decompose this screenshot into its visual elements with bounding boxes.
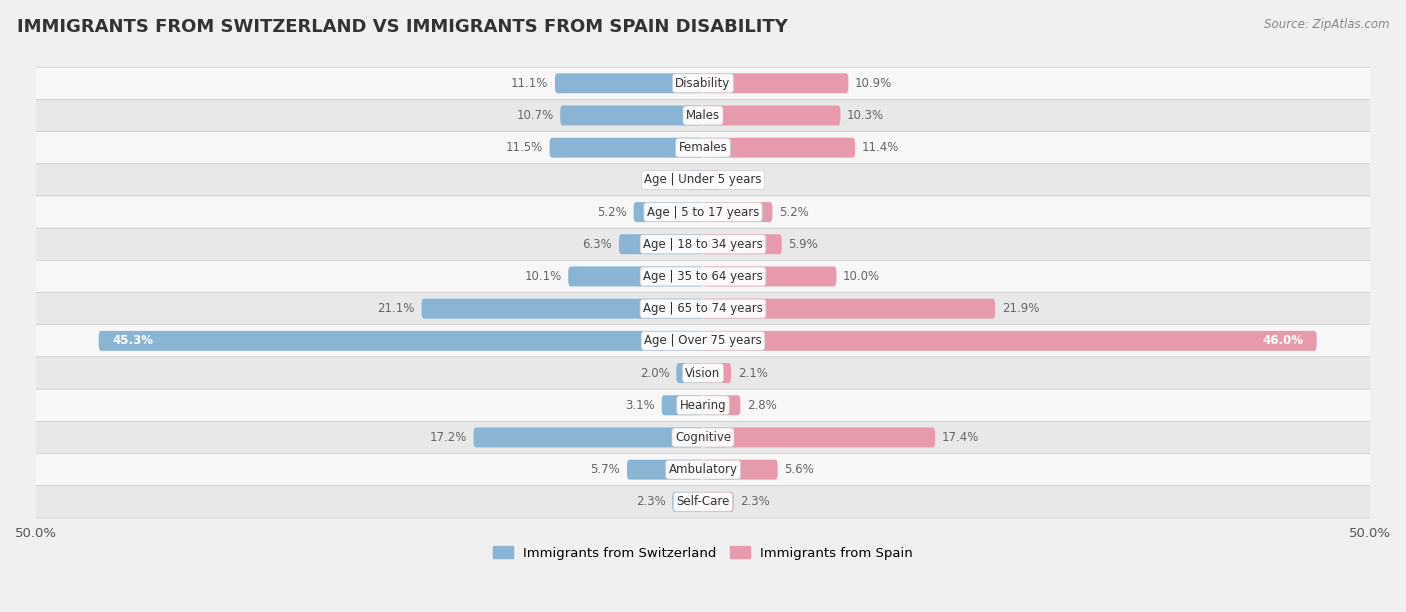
Text: 5.9%: 5.9%: [789, 238, 818, 251]
Text: Age | 18 to 34 years: Age | 18 to 34 years: [643, 238, 763, 251]
FancyBboxPatch shape: [30, 486, 1376, 518]
Text: 10.1%: 10.1%: [524, 270, 561, 283]
Text: Self-Care: Self-Care: [676, 495, 730, 509]
Text: Males: Males: [686, 109, 720, 122]
FancyBboxPatch shape: [662, 395, 703, 415]
FancyBboxPatch shape: [703, 427, 935, 447]
Text: IMMIGRANTS FROM SWITZERLAND VS IMMIGRANTS FROM SPAIN DISABILITY: IMMIGRANTS FROM SWITZERLAND VS IMMIGRANT…: [17, 18, 787, 36]
Text: Age | Under 5 years: Age | Under 5 years: [644, 173, 762, 187]
Text: 2.3%: 2.3%: [741, 495, 770, 509]
FancyBboxPatch shape: [98, 331, 703, 351]
Text: Disability: Disability: [675, 76, 731, 90]
FancyBboxPatch shape: [550, 138, 703, 158]
Text: 5.6%: 5.6%: [785, 463, 814, 476]
FancyBboxPatch shape: [703, 492, 734, 512]
FancyBboxPatch shape: [30, 228, 1376, 260]
Text: 5.7%: 5.7%: [591, 463, 620, 476]
Text: 5.2%: 5.2%: [598, 206, 627, 218]
FancyBboxPatch shape: [30, 260, 1376, 293]
Text: 10.3%: 10.3%: [846, 109, 884, 122]
Text: 17.4%: 17.4%: [942, 431, 979, 444]
FancyBboxPatch shape: [30, 453, 1376, 486]
Text: 1.2%: 1.2%: [725, 173, 755, 187]
Text: 11.5%: 11.5%: [506, 141, 543, 154]
FancyBboxPatch shape: [30, 132, 1376, 164]
FancyBboxPatch shape: [703, 105, 841, 125]
FancyBboxPatch shape: [30, 67, 1376, 99]
Text: 10.0%: 10.0%: [844, 270, 880, 283]
FancyBboxPatch shape: [703, 202, 772, 222]
Text: Ambulatory: Ambulatory: [668, 463, 738, 476]
FancyBboxPatch shape: [30, 357, 1376, 389]
Text: 6.3%: 6.3%: [582, 238, 612, 251]
FancyBboxPatch shape: [703, 266, 837, 286]
FancyBboxPatch shape: [30, 325, 1376, 357]
Text: 21.9%: 21.9%: [1002, 302, 1039, 315]
FancyBboxPatch shape: [30, 99, 1376, 132]
FancyBboxPatch shape: [672, 492, 703, 512]
Text: 10.9%: 10.9%: [855, 76, 893, 90]
Text: Age | 65 to 74 years: Age | 65 to 74 years: [643, 302, 763, 315]
Text: 2.0%: 2.0%: [640, 367, 669, 379]
FancyBboxPatch shape: [30, 389, 1376, 421]
Text: 11.1%: 11.1%: [510, 76, 548, 90]
FancyBboxPatch shape: [676, 363, 703, 383]
Text: 5.2%: 5.2%: [779, 206, 808, 218]
Text: Age | 35 to 64 years: Age | 35 to 64 years: [643, 270, 763, 283]
Text: 3.1%: 3.1%: [626, 399, 655, 412]
Text: 11.4%: 11.4%: [862, 141, 898, 154]
FancyBboxPatch shape: [568, 266, 703, 286]
Text: 2.3%: 2.3%: [636, 495, 665, 509]
FancyBboxPatch shape: [30, 421, 1376, 453]
FancyBboxPatch shape: [619, 234, 703, 254]
Text: Source: ZipAtlas.com: Source: ZipAtlas.com: [1264, 18, 1389, 31]
FancyBboxPatch shape: [703, 73, 848, 93]
Text: 10.7%: 10.7%: [516, 109, 554, 122]
FancyBboxPatch shape: [555, 73, 703, 93]
Text: 21.1%: 21.1%: [377, 302, 415, 315]
FancyBboxPatch shape: [30, 293, 1376, 325]
FancyBboxPatch shape: [703, 460, 778, 480]
Legend: Immigrants from Switzerland, Immigrants from Spain: Immigrants from Switzerland, Immigrants …: [488, 541, 918, 565]
FancyBboxPatch shape: [703, 363, 731, 383]
FancyBboxPatch shape: [634, 202, 703, 222]
Text: Age | 5 to 17 years: Age | 5 to 17 years: [647, 206, 759, 218]
FancyBboxPatch shape: [703, 170, 718, 190]
FancyBboxPatch shape: [703, 234, 782, 254]
Text: 2.8%: 2.8%: [747, 399, 776, 412]
Text: 45.3%: 45.3%: [112, 334, 153, 348]
Text: 46.0%: 46.0%: [1263, 334, 1303, 348]
FancyBboxPatch shape: [30, 196, 1376, 228]
Text: Age | Over 75 years: Age | Over 75 years: [644, 334, 762, 348]
FancyBboxPatch shape: [703, 331, 1316, 351]
Text: Hearing: Hearing: [679, 399, 727, 412]
FancyBboxPatch shape: [703, 138, 855, 158]
FancyBboxPatch shape: [474, 427, 703, 447]
FancyBboxPatch shape: [30, 164, 1376, 196]
FancyBboxPatch shape: [703, 299, 995, 319]
FancyBboxPatch shape: [703, 395, 741, 415]
FancyBboxPatch shape: [422, 299, 703, 319]
Text: 2.1%: 2.1%: [738, 367, 768, 379]
FancyBboxPatch shape: [689, 170, 703, 190]
FancyBboxPatch shape: [627, 460, 703, 480]
Text: Vision: Vision: [685, 367, 721, 379]
Text: Cognitive: Cognitive: [675, 431, 731, 444]
Text: 17.2%: 17.2%: [429, 431, 467, 444]
FancyBboxPatch shape: [560, 105, 703, 125]
Text: Females: Females: [679, 141, 727, 154]
Text: 1.1%: 1.1%: [652, 173, 682, 187]
